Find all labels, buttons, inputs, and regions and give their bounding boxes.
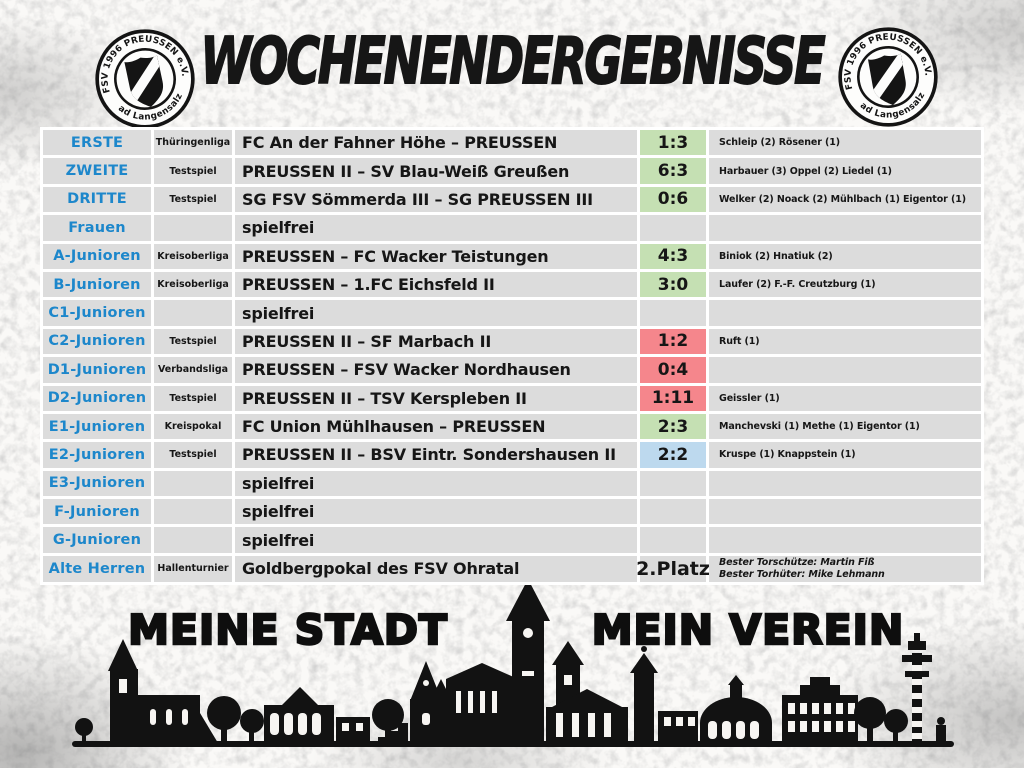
team-cell: ERSTE bbox=[43, 130, 151, 156]
team-cell: E3-Junioren bbox=[43, 470, 151, 497]
match-cell: PREUSSEN – FSV Wacker Nordhausen bbox=[235, 357, 637, 383]
results-table: ERSTE Thüringenliga FC An der Fahner Höh… bbox=[40, 127, 984, 585]
team-cell: Alte Herren bbox=[43, 555, 151, 582]
team-cell: C1-Junioren bbox=[43, 300, 151, 326]
scorers-cell bbox=[709, 300, 981, 326]
scorers-cell: Schleip (2) Rösener (1) bbox=[709, 130, 981, 156]
score-cell bbox=[640, 215, 706, 241]
scorers-cell bbox=[709, 527, 981, 553]
scorers-cell: Bester Torschütze: Martin Fiß Bester Torh… bbox=[709, 555, 981, 582]
league-cell: Kreispokal bbox=[154, 413, 232, 440]
score-cell: 0:6 bbox=[640, 186, 706, 213]
team-cell: G-Junioren bbox=[43, 527, 151, 553]
match-cell: spielfrei bbox=[235, 470, 637, 497]
league-cell bbox=[154, 215, 232, 241]
page-title: WOCHENENDERGEBNISSE bbox=[200, 25, 827, 99]
score-cell: 2.Platz bbox=[636, 555, 710, 582]
match-cell: PREUSSEN II – SV Blau-Weiß Greußen bbox=[235, 158, 637, 184]
score-cell: 1:3 bbox=[640, 130, 706, 156]
scorers-cell: Harbauer (3) Oppel (2) Liedel (1) bbox=[709, 158, 981, 184]
match-cell: spielfrei bbox=[235, 499, 637, 525]
match-cell: FC Union Mühlhausen – PREUSSEN bbox=[235, 413, 637, 440]
scorers-cell: Welker (2) Noack (2) Mühlbach (1) Eigent… bbox=[709, 186, 981, 213]
team-cell: D2-Junioren bbox=[43, 385, 151, 411]
league-cell: Testspiel bbox=[154, 158, 232, 184]
league-cell: Verbandsliga bbox=[154, 357, 232, 383]
league-cell bbox=[154, 300, 232, 326]
team-cell: F-Junioren bbox=[43, 499, 151, 525]
score-cell bbox=[640, 300, 706, 326]
match-cell: PREUSSEN – FC Wacker Teistungen bbox=[235, 243, 637, 269]
scorers-cell: Manchevski (1) Methe (1) Eigentor (1) bbox=[709, 413, 981, 440]
team-cell: A-Junioren bbox=[43, 243, 151, 269]
league-cell: Testspiel bbox=[154, 186, 232, 213]
team-cell: DRITTE bbox=[43, 186, 151, 213]
league-cell: Kreisoberliga bbox=[154, 271, 232, 298]
scorers-cell: Laufer (2) F.-F. Creutzburg (1) bbox=[709, 271, 981, 298]
league-cell: Kreisoberliga bbox=[154, 243, 232, 269]
scorers-cell bbox=[709, 470, 981, 497]
score-cell: 0:4 bbox=[640, 357, 706, 383]
league-cell bbox=[154, 527, 232, 553]
slogan-mein-verein: MEIN VEREIN bbox=[590, 606, 905, 654]
team-cell: C2-Junioren bbox=[43, 328, 151, 355]
match-cell: PREUSSEN – 1.FC Eichsfeld II bbox=[235, 271, 637, 298]
score-cell bbox=[640, 527, 706, 553]
match-cell: PREUSSEN II – TSV Kerspleben II bbox=[235, 385, 637, 411]
scorers-cell: Ruft (1) bbox=[709, 328, 981, 355]
score-cell: 4:3 bbox=[640, 243, 706, 269]
match-cell: SG FSV Sömmerda III – SG PREUSSEN III bbox=[235, 186, 637, 213]
scorers-cell bbox=[709, 499, 981, 525]
league-cell: Testspiel bbox=[154, 328, 232, 355]
club-logo-left: FSV 1996 PREUSSEN e.V. • Bad Langensalza… bbox=[83, 17, 195, 133]
score-cell: 2:3 bbox=[640, 413, 706, 440]
team-cell: B-Junioren bbox=[43, 271, 151, 298]
match-cell: spielfrei bbox=[235, 300, 637, 326]
league-cell: Thüringenliga bbox=[154, 130, 232, 156]
score-cell: 2:2 bbox=[640, 442, 706, 468]
league-cell: Testspiel bbox=[154, 442, 232, 468]
scorers-cell: Geissler (1) bbox=[709, 385, 981, 411]
club-logo-right: FSV 1996 PREUSSEN e.V. • Bad Langensalza… bbox=[828, 17, 938, 130]
scorers-cell bbox=[709, 357, 981, 383]
score-cell bbox=[640, 499, 706, 525]
city-skyline-illustration bbox=[72, 579, 954, 747]
match-cell: spielfrei bbox=[235, 527, 637, 553]
team-cell: D1-Junioren bbox=[43, 357, 151, 383]
scorers-cell: Biniok (2) Hnatiuk (2) bbox=[709, 243, 981, 269]
league-cell bbox=[154, 470, 232, 497]
team-cell: E2-Junioren bbox=[43, 442, 151, 468]
league-cell: Testspiel bbox=[154, 385, 232, 411]
scorers-cell: Kruspe (1) Knappstein (1) bbox=[709, 442, 981, 468]
league-cell bbox=[154, 499, 232, 525]
match-cell: PREUSSEN II – SF Marbach II bbox=[235, 328, 637, 355]
score-cell bbox=[640, 470, 706, 497]
match-cell: PREUSSEN II – BSV Eintr. Sondershausen I… bbox=[235, 442, 637, 468]
slogan-meine-stadt: MEINE STADT bbox=[127, 606, 448, 654]
score-cell: 1:11 bbox=[640, 385, 706, 411]
score-cell: 3:0 bbox=[640, 271, 706, 298]
team-cell: Frauen bbox=[43, 215, 151, 241]
match-cell: FC An der Fahner Höhe – PREUSSEN bbox=[235, 130, 637, 156]
match-cell: Goldbergpokal des FSV Ohratal bbox=[235, 555, 637, 582]
match-cell: spielfrei bbox=[235, 215, 637, 241]
scorers-cell bbox=[709, 215, 981, 241]
score-cell: 6:3 bbox=[640, 158, 706, 184]
score-cell: 1:2 bbox=[640, 328, 706, 355]
league-cell: Hallenturnier bbox=[154, 555, 232, 582]
team-cell: E1-Junioren bbox=[43, 413, 151, 440]
team-cell: ZWEITE bbox=[43, 158, 151, 184]
